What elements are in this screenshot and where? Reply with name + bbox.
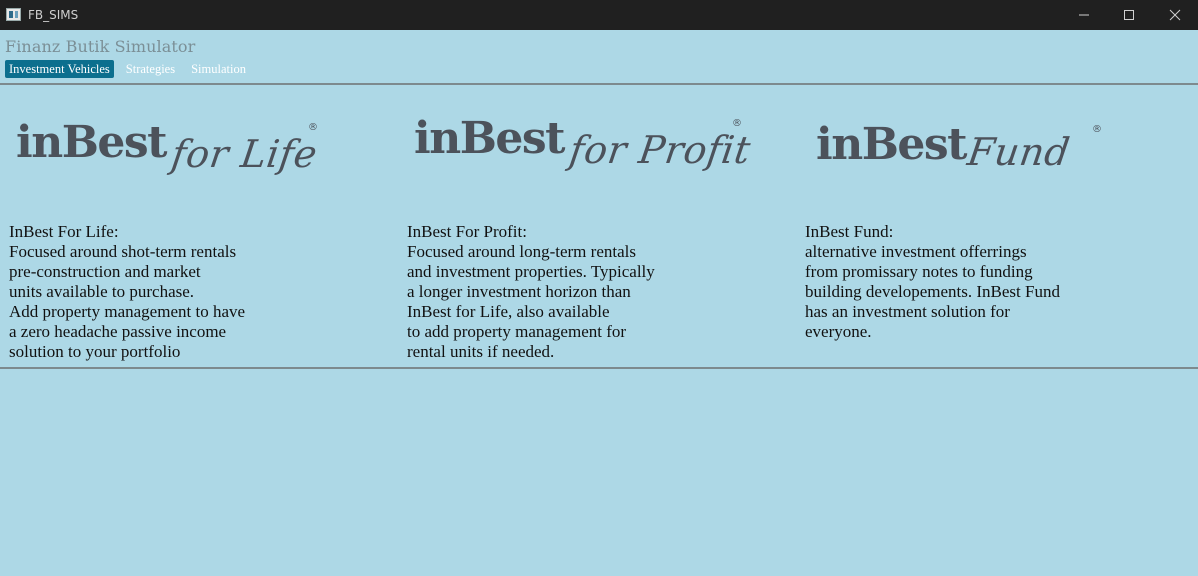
vehicle-description: InBest For Profit: Focused around long-t… [407,222,655,362]
description-line: building developements. InBest Fund [805,282,1060,301]
vehicle-heading: InBest For Profit: [407,222,527,241]
description-line: pre-construction and market [9,262,201,281]
inbest-for-profit-logo: inBest for Profit ® [414,110,753,188]
description-line: and investment properties. Typically [407,262,655,281]
description-line: Focused around long-term rentals [407,242,636,261]
description-line: rental units if needed. [407,342,555,361]
description-line: has an investment solution for [805,302,1010,321]
vehicle-panel-for-profit: inBest for Profit ® InBest For Profit: F… [398,86,788,366]
maximize-button[interactable] [1106,0,1152,30]
registered-mark: ® [732,118,742,129]
vehicle-description: InBest For Life: Focused around shot-ter… [9,222,245,362]
logo-wordmark: inBest [816,119,967,170]
description-line: InBest for Life, also available [407,302,610,321]
inbest-fund-logo: inBest Fund ® [816,116,1146,194]
minimize-icon [1079,14,1089,16]
close-icon [1169,9,1181,21]
description-line: a zero headache passive income [9,322,227,341]
tab-strategies[interactable]: Strategies [125,62,176,76]
description-line: everyone. [805,322,872,341]
app-window: Finanz Butik Simulator Investment Vehicl… [0,30,1198,576]
logo-script: Fund [964,130,1073,174]
description-line: solution to your portfolio [9,342,181,361]
description-line: Focused around shot-term rentals [9,242,237,261]
description-line: to add property management for [407,322,627,341]
minimize-button[interactable] [1061,0,1107,30]
registered-mark: ® [1092,124,1102,135]
close-button[interactable] [1152,0,1198,30]
vehicle-description: InBest Fund: alternative investment offe… [805,222,1060,342]
vehicle-panel-for-life: inBest for Life ® InBest For Life: Focus… [0,86,390,366]
app-icon [6,8,21,21]
tab-bar: Investment Vehicles Strategies Simulatio… [5,60,258,78]
top-divider [0,83,1198,85]
tab-simulation[interactable]: Simulation [191,62,246,76]
inbest-for-life-logo: inBest for Life ® [16,114,346,192]
window-titlebar[interactable]: FB_SIMS [0,0,1198,30]
description-line: alternative investment offerrings [805,242,1027,261]
logo-script: for Profit [566,128,754,172]
logo-wordmark: inBest [16,117,167,168]
registered-mark: ® [308,122,318,133]
maximize-icon [1124,10,1134,20]
tab-investment-vehicles[interactable]: Investment Vehicles [5,60,114,78]
description-line: from promissary notes to funding [805,262,1033,281]
description-line: a longer investment horizon than [407,282,631,301]
logo-wordmark: inBest [414,113,565,164]
window-title: FB_SIMS [28,8,79,22]
description-line: Add property management to have [9,302,246,321]
vehicle-panel-fund: inBest Fund ® InBest Fund: alternative i… [796,86,1186,366]
description-line: units available to purchase. [9,282,195,301]
app-title: Finanz Butik Simulator [5,37,196,56]
bottom-divider [0,367,1198,369]
logo-script: for Life [168,132,321,176]
vehicle-heading: InBest Fund: [805,222,894,241]
vehicle-heading: InBest For Life: [9,222,119,241]
